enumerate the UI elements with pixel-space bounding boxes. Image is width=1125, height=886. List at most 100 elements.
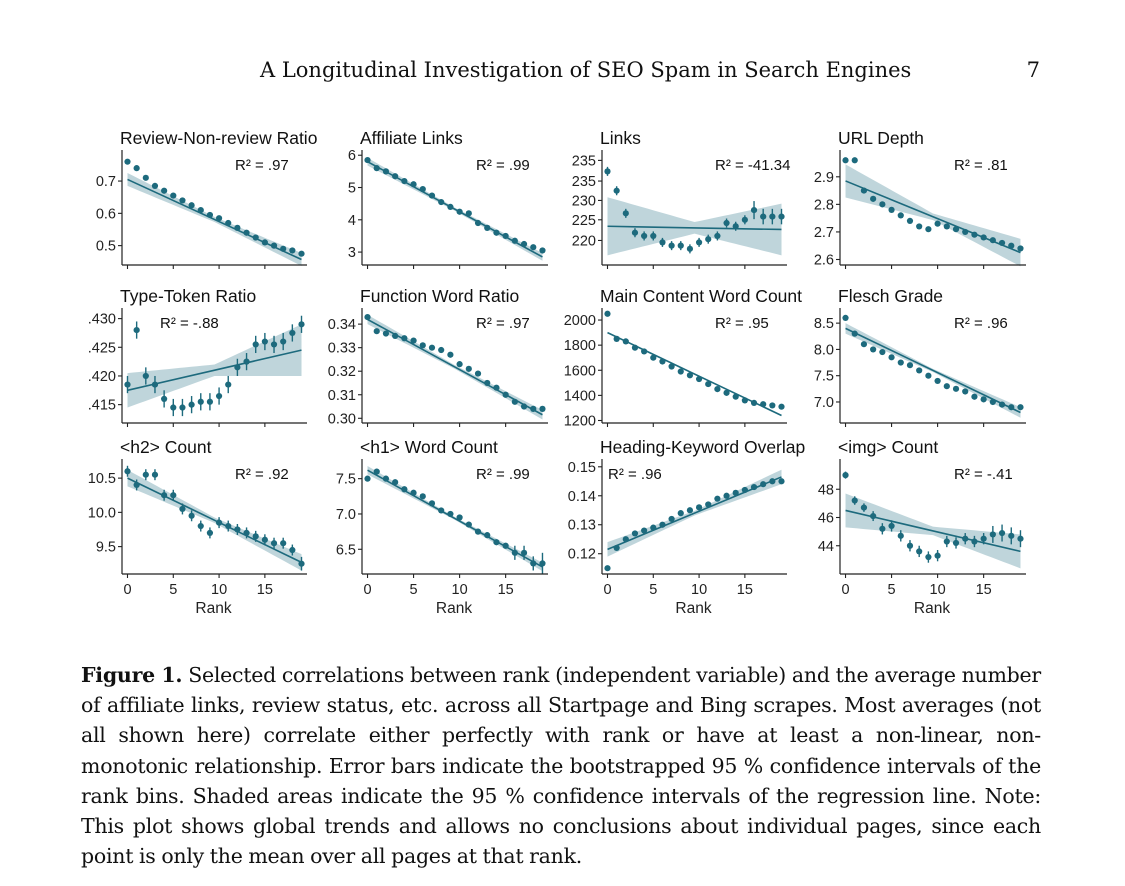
data-point xyxy=(270,341,278,348)
data-point xyxy=(530,405,537,412)
data-point xyxy=(493,384,500,391)
data-point xyxy=(179,404,186,411)
data-point xyxy=(270,242,278,249)
data-point xyxy=(197,207,204,214)
data-point xyxy=(1008,404,1015,411)
data-point xyxy=(179,197,186,204)
regression-line xyxy=(607,225,782,231)
y-tick-label: 44 xyxy=(818,539,834,555)
panel-5: Type-Token Ratio.430 .425 .420 .415 R² = -.8… xyxy=(88,286,307,427)
data-point xyxy=(989,237,996,244)
y-tick-label: 6 xyxy=(348,148,356,164)
y-tick-label: 7.5 xyxy=(336,472,356,488)
data-point xyxy=(438,198,445,206)
data-point xyxy=(161,395,168,403)
data-point xyxy=(410,181,417,188)
r-squared-label: R² = .92 xyxy=(235,466,289,483)
data-point xyxy=(613,335,620,342)
y-tick-label: 0.13 xyxy=(568,518,596,534)
data-point xyxy=(465,365,472,372)
data-point xyxy=(943,223,950,230)
data-point xyxy=(989,531,996,538)
data-point xyxy=(906,542,914,549)
data-point xyxy=(860,187,868,194)
data-point xyxy=(530,244,537,251)
y-tick-label: 7.0 xyxy=(336,507,356,523)
data-point xyxy=(631,530,639,537)
data-point xyxy=(188,512,195,519)
figure-caption: Figure 1. Selected correlations between … xyxy=(81,660,1041,871)
data-point xyxy=(261,536,268,543)
data-point xyxy=(382,168,390,175)
data-point xyxy=(677,242,684,249)
data-point xyxy=(741,397,748,404)
y-tick-label: 48 xyxy=(818,482,834,498)
y-tick-label: 235 xyxy=(572,174,596,190)
data-point xyxy=(916,367,923,374)
y-tick-label: 0.7 xyxy=(96,174,116,190)
x-tick-label: 5 xyxy=(410,582,418,598)
data-point xyxy=(925,553,932,561)
data-point xyxy=(750,207,758,214)
panel-title: URL Depth xyxy=(838,128,924,148)
y-tick-label: 5 xyxy=(348,181,356,197)
data-point xyxy=(622,536,629,543)
x-tick-label: 0 xyxy=(841,582,849,598)
data-point xyxy=(419,186,426,193)
data-point xyxy=(484,532,491,539)
data-point xyxy=(641,348,648,355)
data-point xyxy=(916,223,923,230)
y-tick-label: .420 xyxy=(88,369,116,385)
data-point xyxy=(133,165,140,172)
data-point xyxy=(280,245,287,252)
r-squared-label: R² = .99 xyxy=(476,157,530,174)
data-point xyxy=(851,157,858,164)
y-tick-label: 225 xyxy=(572,213,596,229)
data-point xyxy=(732,393,739,400)
data-point xyxy=(659,239,666,246)
data-point xyxy=(206,529,214,537)
data-point xyxy=(465,210,472,217)
data-point xyxy=(520,240,528,248)
data-point xyxy=(225,522,232,530)
data-point xyxy=(133,481,140,489)
data-point xyxy=(952,226,960,233)
data-point xyxy=(906,217,914,225)
data-point xyxy=(438,346,445,354)
data-point xyxy=(289,329,296,337)
data-point xyxy=(298,560,305,567)
y-tick-label: 0.5 xyxy=(96,239,116,255)
data-point xyxy=(474,370,482,377)
data-point xyxy=(668,515,675,523)
y-tick-label: 0.6 xyxy=(96,206,116,222)
confidence-band xyxy=(127,324,302,408)
data-point xyxy=(714,386,721,393)
data-point xyxy=(750,483,758,491)
data-point xyxy=(879,525,886,532)
panel-title: Affiliate Links xyxy=(360,128,463,148)
data-point xyxy=(695,239,703,246)
data-point xyxy=(142,174,149,181)
data-point xyxy=(604,310,611,317)
data-point xyxy=(225,219,232,227)
data-point xyxy=(622,338,629,345)
running-head: A Longitudinal Investigation of SEO Spam… xyxy=(0,58,1125,92)
data-point xyxy=(705,236,712,243)
data-point xyxy=(188,202,195,209)
data-point xyxy=(289,247,296,254)
x-tick-label: 10 xyxy=(691,582,707,598)
data-point xyxy=(252,234,259,241)
data-point xyxy=(677,510,684,517)
data-point xyxy=(723,492,730,499)
data-point xyxy=(179,505,186,513)
y-tick-label: 1600 xyxy=(564,363,596,379)
y-tick-label: 8.5 xyxy=(814,316,834,332)
x-tick-label: 0 xyxy=(603,582,611,598)
y-tick-label: 2.6 xyxy=(814,252,834,268)
confidence-band xyxy=(607,197,782,256)
data-point xyxy=(686,372,694,379)
data-point xyxy=(760,481,767,488)
data-point xyxy=(650,524,657,531)
